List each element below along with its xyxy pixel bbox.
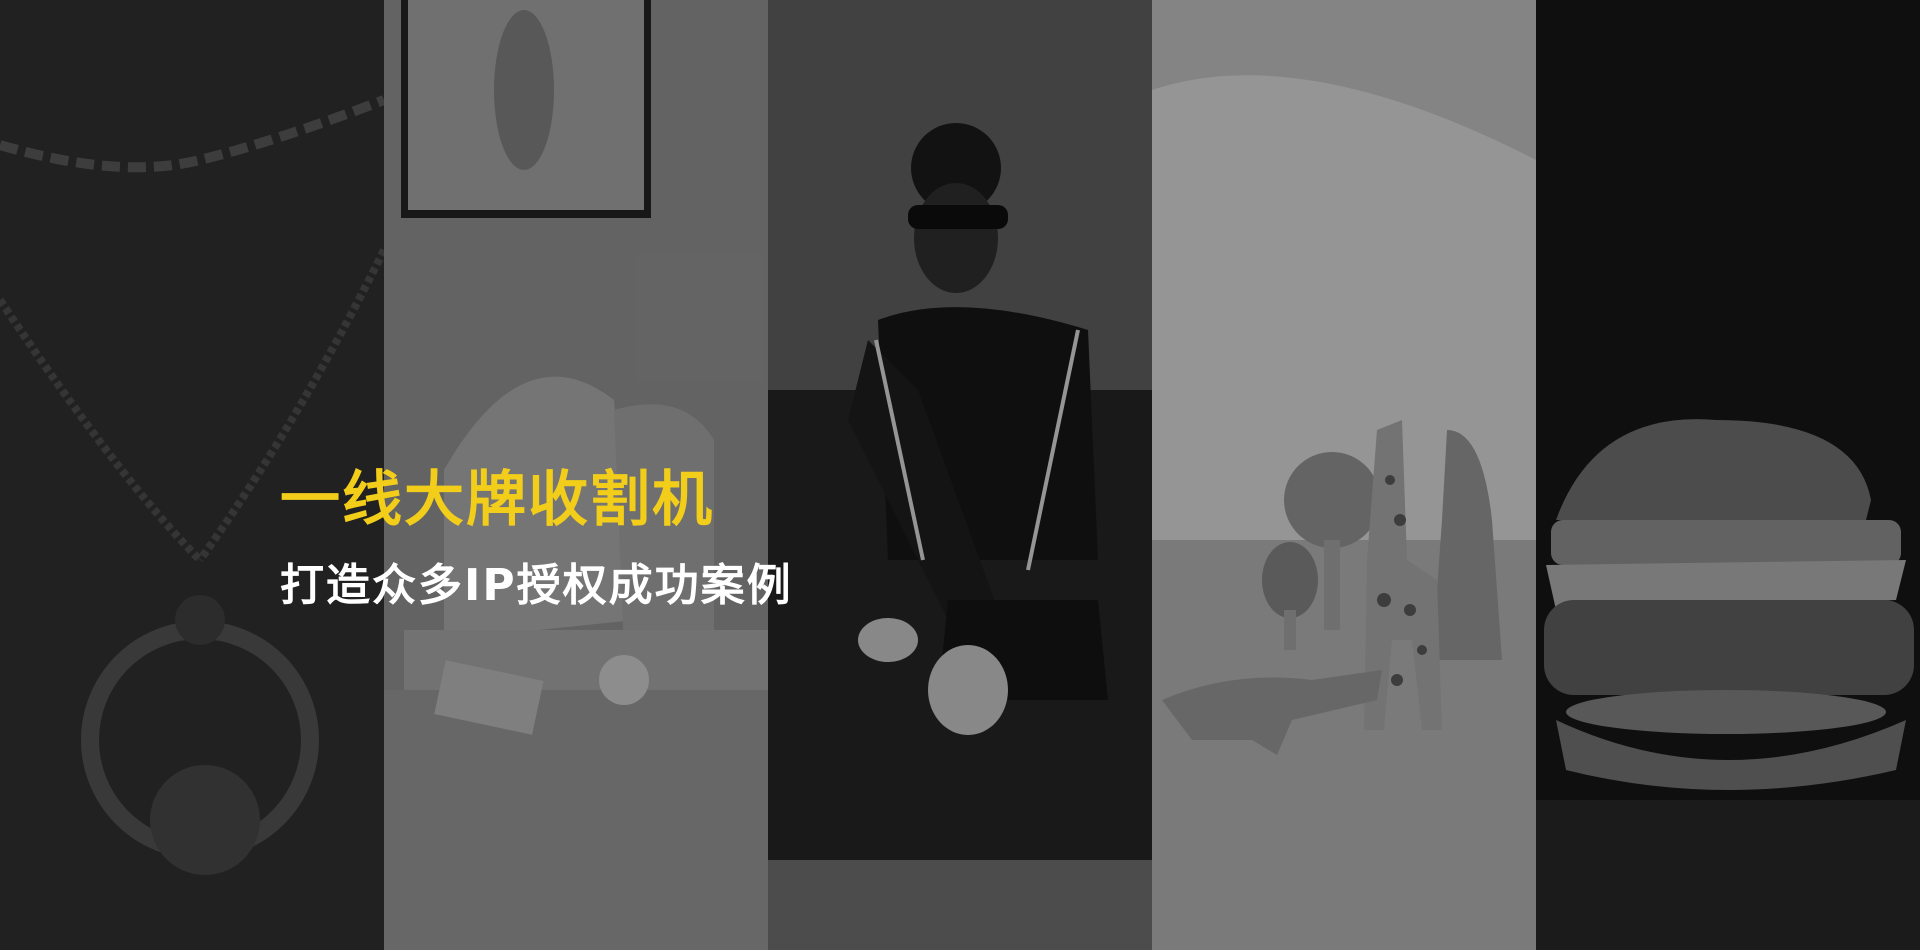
burger-photo (1536, 0, 1920, 950)
headline-title: 一线大牌收割机 (280, 465, 714, 535)
interior-photo (384, 0, 768, 950)
woman-photo (768, 0, 1152, 950)
photo-panel-burger (1536, 0, 1920, 950)
photo-panel-toys (1152, 0, 1536, 950)
photo-panel-woman (768, 0, 1152, 950)
headline-subtitle: 打造众多IP授权成功案例 (280, 560, 793, 611)
headline-block: 一线大牌收割机 打造众多IP授权成功案例 (280, 470, 793, 608)
necklace-photo (0, 0, 384, 950)
toys-photo (1152, 0, 1536, 950)
